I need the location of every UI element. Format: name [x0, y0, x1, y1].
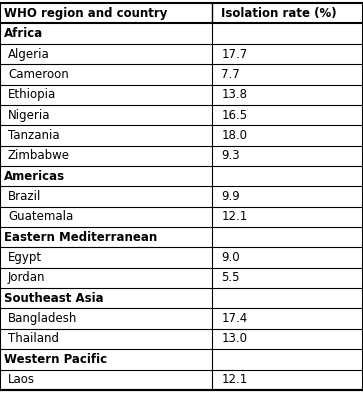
Text: Western Pacific: Western Pacific	[4, 353, 107, 366]
Text: Cameroon: Cameroon	[8, 68, 69, 81]
Text: Ethiopia: Ethiopia	[8, 88, 56, 101]
Text: 5.5: 5.5	[221, 272, 240, 285]
Text: 13.8: 13.8	[221, 88, 248, 101]
Text: 9.0: 9.0	[221, 251, 240, 264]
Text: Thailand: Thailand	[8, 332, 59, 345]
Text: Zimbabwe: Zimbabwe	[8, 149, 70, 162]
Text: Southeast Asia: Southeast Asia	[4, 292, 104, 305]
Text: Laos: Laos	[8, 373, 35, 386]
Text: 9.3: 9.3	[221, 149, 240, 162]
Text: Algeria: Algeria	[8, 48, 50, 61]
Text: 17.7: 17.7	[221, 48, 248, 61]
Text: Eastern Mediterranean: Eastern Mediterranean	[4, 231, 158, 244]
Text: Jordan: Jordan	[8, 272, 45, 285]
Text: 12.1: 12.1	[221, 373, 248, 386]
Text: Guatemala: Guatemala	[8, 210, 73, 223]
Text: 13.0: 13.0	[221, 332, 248, 345]
Text: 7.7: 7.7	[221, 68, 240, 81]
Text: 16.5: 16.5	[221, 108, 248, 121]
Text: Americas: Americas	[4, 170, 65, 183]
Text: Africa: Africa	[4, 27, 44, 40]
Text: Egypt: Egypt	[8, 251, 42, 264]
Text: 17.4: 17.4	[221, 312, 248, 325]
Text: Brazil: Brazil	[8, 190, 41, 203]
Text: Nigeria: Nigeria	[8, 108, 50, 121]
Text: WHO region and country: WHO region and country	[4, 7, 168, 20]
Text: 12.1: 12.1	[221, 210, 248, 223]
Text: Tanzania: Tanzania	[8, 129, 60, 142]
Text: 18.0: 18.0	[221, 129, 248, 142]
Text: 9.9: 9.9	[221, 190, 240, 203]
Text: Isolation rate (%): Isolation rate (%)	[221, 7, 337, 20]
Text: Bangladesh: Bangladesh	[8, 312, 77, 325]
